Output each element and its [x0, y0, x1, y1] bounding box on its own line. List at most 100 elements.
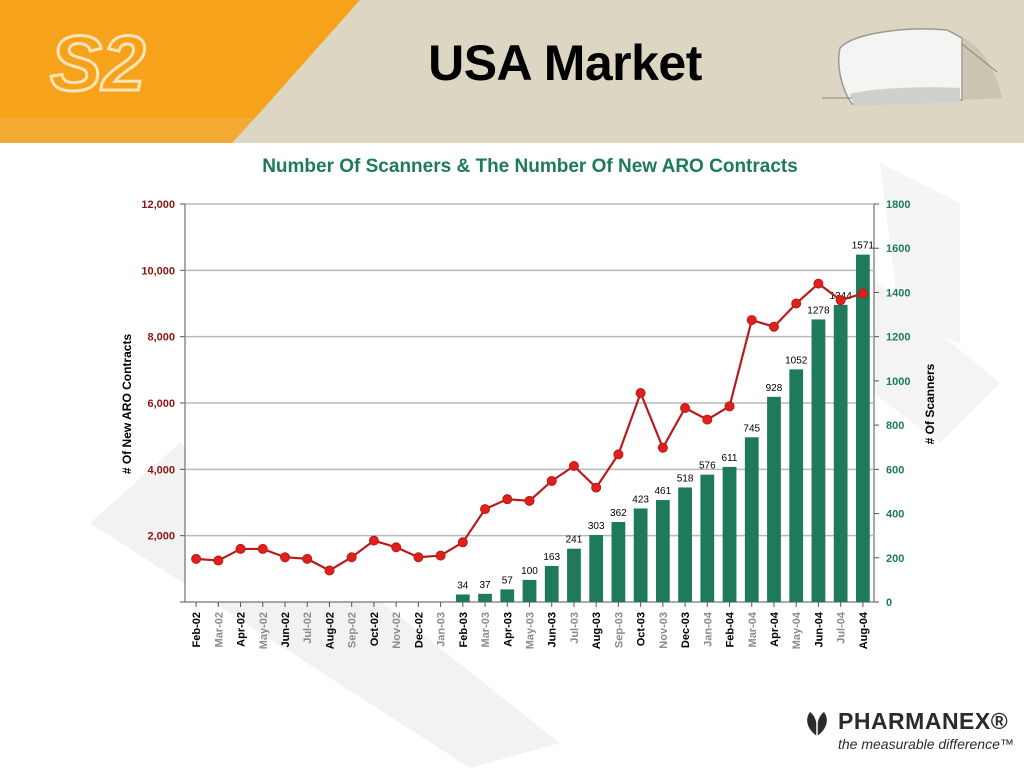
- x-axis-tick-label: Dec-02: [413, 612, 425, 648]
- x-axis-tick-label: Jul-04: [836, 611, 848, 644]
- aro-contracts-point: [724, 401, 735, 412]
- bar: [455, 594, 470, 602]
- chart-title: Number Of Scanners & The Number Of New A…: [262, 156, 798, 177]
- right-axis-tick-label: 1000: [886, 376, 910, 388]
- x-axis-tick-label: Sep-02: [347, 612, 359, 648]
- x-axis-tick-label: Nov-02: [391, 612, 403, 649]
- right-axis-tick-label: 0: [886, 597, 892, 609]
- right-axis-tick-label: 1400: [886, 287, 910, 299]
- bar-value-label: 1052: [785, 355, 808, 366]
- left-axis-tick-label: 4,000: [147, 464, 175, 476]
- x-axis-tick-label: Oct-03: [636, 612, 648, 646]
- bar: [722, 466, 737, 602]
- footer-logo: PHARMANEX® the measurable difference™: [800, 706, 1020, 756]
- aro-contracts-point: [280, 552, 291, 563]
- aro-contracts-point: [457, 537, 468, 548]
- left-axis-tick-label: 6,000: [147, 398, 175, 410]
- svg-text:S2: S2: [50, 22, 145, 102]
- bar-value-label: 100: [521, 566, 538, 577]
- x-axis-tick-label: May-02: [258, 612, 270, 649]
- bar-value-label: 34: [457, 580, 469, 591]
- right-axis-title: # Of Scanners: [923, 363, 937, 444]
- bar: [811, 319, 826, 602]
- aro-contracts-point: [435, 550, 446, 561]
- aro-contracts-point: [591, 482, 602, 493]
- x-axis-tick-label: May-04: [791, 611, 803, 649]
- right-axis-tick-label: 1800: [886, 199, 910, 211]
- x-axis-tick-label: Mar-02: [213, 612, 225, 647]
- aro-contracts-point: [613, 449, 624, 460]
- right-axis-tick-label: 600: [886, 464, 904, 476]
- bar: [500, 589, 515, 602]
- bar: [767, 396, 781, 602]
- page-title: USA Market: [428, 35, 702, 91]
- x-axis-tick-label: May-03: [525, 612, 537, 649]
- aro-contracts-point: [346, 552, 357, 563]
- pharmanex-leaf-icon: [807, 712, 827, 736]
- bar-value-label: 423: [632, 494, 649, 505]
- aro-contracts-point: [524, 495, 535, 506]
- left-axis-tick-label: 8,000: [147, 332, 175, 344]
- x-axis-tick-label: Feb-04: [725, 611, 737, 647]
- x-axis-tick-label: Jan-04: [702, 611, 714, 647]
- x-axis-tick-label: Aug-03: [591, 612, 603, 649]
- bar: [589, 535, 604, 602]
- bar: [655, 500, 670, 602]
- bar-value-label: 1278: [807, 305, 830, 316]
- aro-contracts-point: [702, 414, 713, 425]
- aro-contracts-point: [568, 461, 579, 472]
- x-axis-tick-label: Feb-02: [191, 612, 203, 647]
- bar: [544, 565, 559, 602]
- bar-value-label: 928: [766, 383, 783, 394]
- aro-contracts-point: [546, 475, 557, 486]
- bar-value-label: 611: [722, 453, 738, 464]
- x-axis-tick-label: Aug-04: [858, 611, 870, 649]
- x-axis-tick-label: Jul-03: [569, 612, 581, 644]
- aro-contracts-point: [191, 553, 202, 564]
- x-axis-tick-label: Jul-02: [302, 612, 314, 644]
- slide-header: S2 USA Market: [0, 0, 1024, 143]
- aro-contracts-point: [746, 315, 757, 326]
- aro-contracts-point: [391, 542, 402, 553]
- aro-contracts-point: [857, 288, 868, 299]
- aro-contracts-point: [413, 552, 424, 563]
- s2-logo: S2: [49, 22, 147, 102]
- left-axis-tick-label: 2,000: [147, 531, 175, 543]
- bar: [678, 487, 692, 602]
- aro-contracts-point: [657, 442, 668, 453]
- x-axis-tick-label: Sep-03: [613, 612, 625, 648]
- left-axis-tick-label: 10,000: [141, 265, 175, 277]
- left-axis-title: # Of New ARO Contracts: [120, 334, 134, 475]
- bar: [855, 254, 870, 602]
- bar-value-label: 163: [543, 552, 560, 563]
- right-axis-tick-label: 200: [886, 553, 904, 565]
- bar: [522, 579, 537, 602]
- aro-contracts-point: [235, 543, 246, 554]
- x-axis-tick-label: Jun-04: [813, 611, 825, 647]
- bar: [567, 548, 581, 602]
- aro-contracts-point: [813, 278, 824, 289]
- x-axis-tick-label: Apr-04: [769, 611, 781, 647]
- x-axis-tick-label: Jun-03: [547, 612, 559, 647]
- bar: [700, 474, 715, 602]
- right-axis-tick-label: 1200: [886, 332, 910, 344]
- chart: 2,000 4,000 6,000 8,000 10,000 12,000 0 200 400 6…: [120, 199, 937, 649]
- bar-value-label: 37: [479, 580, 491, 591]
- scanner-device-icon: [822, 28, 1002, 106]
- x-axis-tick-label: Feb-03: [458, 612, 470, 647]
- bar-value-label: 241: [566, 535, 583, 546]
- x-axis-tick-label: Mar-04: [747, 611, 759, 647]
- aro-contracts-point: [635, 388, 646, 399]
- aro-contracts-point: [213, 555, 224, 566]
- x-axis-tick-label: Jan-03: [436, 612, 448, 647]
- bar: [478, 593, 492, 602]
- bar-value-label: 303: [588, 521, 605, 532]
- x-axis-tick-label: Oct-02: [369, 612, 381, 646]
- aro-contracts-point: [502, 494, 513, 505]
- right-axis-tick-label: 1600: [886, 243, 910, 255]
- bar: [611, 521, 626, 602]
- aro-contracts-point: [257, 543, 268, 554]
- brand-tagline: the measurable difference™: [838, 736, 1014, 752]
- aro-contracts-point: [791, 298, 802, 309]
- right-axis-tick-label: 800: [886, 420, 904, 432]
